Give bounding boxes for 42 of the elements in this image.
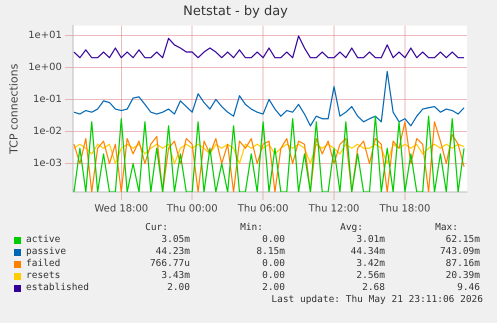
text: 766.77u (150, 258, 190, 270)
chart-title: Netstat - by day (183, 4, 288, 20)
text: Avg: (340, 222, 363, 234)
legend-label: active (26, 234, 60, 246)
legend-label: established (26, 282, 89, 294)
text: 2.68 (362, 282, 385, 294)
x-tick-label: Thu 06:00 (236, 204, 289, 215)
text: 44.34m (350, 246, 385, 258)
text: 0.00 (262, 258, 285, 270)
text: 3.05m (161, 234, 190, 246)
text: 2.00 (262, 282, 285, 294)
text: 20.39m (446, 270, 480, 282)
text: 44.23m (156, 246, 190, 258)
x-tick-label: Thu 00:00 (166, 204, 218, 215)
text: 3.01m (356, 234, 385, 246)
text: Min: (240, 222, 263, 234)
text: 0.00 (262, 270, 285, 282)
x-tick-label: Wed 18:00 (94, 204, 148, 215)
y-tick-label: 1e-02 (32, 126, 62, 138)
x-tick-label: Thu 18:00 (378, 204, 430, 215)
y-axis-title: TCP connections (7, 63, 20, 155)
text: 3.42m (356, 258, 385, 270)
text: 2.00 (167, 282, 190, 294)
text: 743.09m (440, 246, 480, 258)
y-tick-label: 1e-03 (32, 158, 62, 170)
text: Last update: Thu May 21 23:11:06 2026 (271, 294, 483, 306)
y-tick-label: 1e+00 (28, 62, 62, 73)
y-tick-label: 1e-01 (32, 94, 62, 106)
text: Cur: (145, 222, 168, 234)
text: 87.16m (446, 258, 480, 270)
legend-label: passive (26, 246, 66, 258)
text: Max: (435, 222, 458, 234)
text: 0.00 (262, 234, 285, 246)
text: 9.46 (457, 282, 480, 294)
text: 2.56m (356, 270, 385, 282)
text: 8.15m (256, 246, 285, 258)
legend-label: failed (26, 258, 60, 270)
y-tick-label: 1e+01 (28, 30, 62, 41)
text: 3.43m (161, 270, 190, 282)
x-tick-label: Thu 12:00 (308, 204, 360, 215)
text: 62.15m (446, 234, 480, 246)
legend-label: resets (26, 270, 60, 282)
